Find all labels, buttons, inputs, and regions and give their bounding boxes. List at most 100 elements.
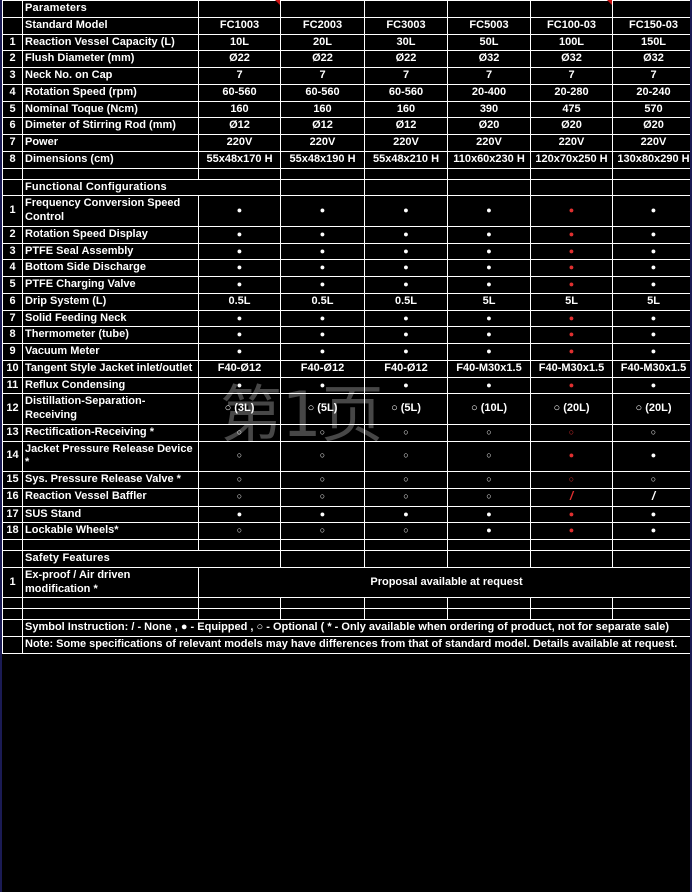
table-row-functional: 8 Thermometer (tube) [2,326,690,344]
equipped-icon [237,313,242,324]
spacer-cell [364,167,448,180]
equipped-icon [569,262,574,273]
functional-mark [198,309,281,328]
row-number: 11 [2,376,23,395]
functional-value: F40-M30x1.5 [447,359,531,378]
functional-mark [447,309,531,328]
functional-label: Tangent Style Jacket inlet/outlet [22,359,199,378]
equipped-icon [486,329,491,340]
row-number-blank [2,16,23,35]
functional-mark [198,505,281,524]
equipped-icon [237,380,242,391]
spacer-cell [2,167,23,180]
row-number: 1 [2,33,23,52]
functional-mark [198,440,281,472]
functional-mark [364,326,448,344]
equipped-icon [651,525,656,536]
spacer-cell [22,608,199,621]
functional-mark [447,423,531,442]
equipped-icon [403,262,408,273]
parameter-value: 7 [364,67,448,85]
equipped-icon [569,329,574,340]
optional-icon [403,491,408,502]
spacer-cell [280,597,365,610]
row-number: 8 [2,150,23,169]
table-row-functional: 9 Vacuum Meter [2,343,690,361]
parameter-label: Dimeter of Stirring Rod (mm) [22,117,199,135]
functional-mark [364,195,448,227]
functional-mark [280,471,365,489]
parameter-value: 160 [280,100,365,119]
functional-mark [280,522,365,540]
functional-mark [530,376,613,395]
optional-icon [320,525,325,536]
equipped-icon [237,509,242,520]
optional-icon [403,450,408,461]
section-header-safety: Safety Features [2,550,690,568]
parameter-value: 220V [364,134,448,152]
equipped-icon [403,313,408,324]
functional-mark [530,309,613,328]
row-number-blank [2,636,23,654]
equipped-icon [486,380,491,391]
parameter-value: 10L [198,33,281,52]
functional-value: ○ (20L) [530,393,613,425]
row-number: 12 [2,393,23,425]
functional-mark [530,471,613,489]
footer-spacer [2,597,690,610]
spacer-cell [364,608,448,621]
parameter-value: 220V [280,134,365,152]
parameter-value: 30L [364,33,448,52]
parameter-value: Ø20 [612,117,690,135]
section-title-safety: Safety Features [22,550,281,568]
functional-value: 0.5L [198,292,281,311]
functional-mark [198,471,281,489]
table-row-parameter: 2 Flush Diameter (mm) Ø22 Ø22 Ø22 Ø32 Ø32 Ø32 [2,50,690,68]
parameter-value: 60-560 [364,83,448,102]
functional-mark [364,505,448,524]
row-number: 2 [2,50,23,68]
functional-mark [198,276,281,294]
functional-mark [198,259,281,277]
functional-value: F40-M30x1.5 [612,359,690,378]
table-row-functional: 4 Bottom Side Discharge [2,259,690,277]
functional-label: Distillation-Separation-Receiving [22,393,199,425]
row-number: 13 [2,423,23,442]
functional-mark [364,522,448,540]
parameter-value: Ø12 [280,117,365,135]
functional-mark [612,326,690,344]
functional-mark [198,423,281,442]
equipped-icon [486,313,491,324]
functional-mark [530,343,613,361]
functional-mark [447,440,531,472]
equipped-icon [651,450,656,461]
functional-mark [612,471,690,489]
equipped-icon [320,279,325,290]
row-number: 17 [2,505,23,524]
optional-icon [403,525,408,536]
functional-value: 5L [447,292,531,311]
spacer-cell [447,539,531,551]
functional-mark [198,376,281,395]
optional-icon [569,427,574,438]
table-row-parameter: 5 Nominal Toque (Ncm) 160 160 160 390 475 570 [2,100,690,119]
equipped-icon [320,229,325,240]
spacer-cell [22,539,199,551]
functional-value: ○ (5L) [280,393,365,425]
section-header-spacer-cell [280,178,365,197]
table-row-functional: 2 Rotation Speed Display [2,225,690,244]
parameter-value: Ø12 [198,117,281,135]
functional-mark [280,440,365,472]
functional-mark [447,471,531,489]
functional-mark [530,276,613,294]
equipped-icon [403,229,408,240]
table-row-functional: 18 Lockable Wheels* [2,522,690,540]
equipped-icon [403,509,408,520]
equipped-icon [486,205,491,216]
row-number: 18 [2,522,23,540]
optional-icon [320,491,325,502]
functional-mark [612,276,690,294]
parameter-value: 150L [612,33,690,52]
functional-mark [530,326,613,344]
spacer-cell [198,539,281,551]
